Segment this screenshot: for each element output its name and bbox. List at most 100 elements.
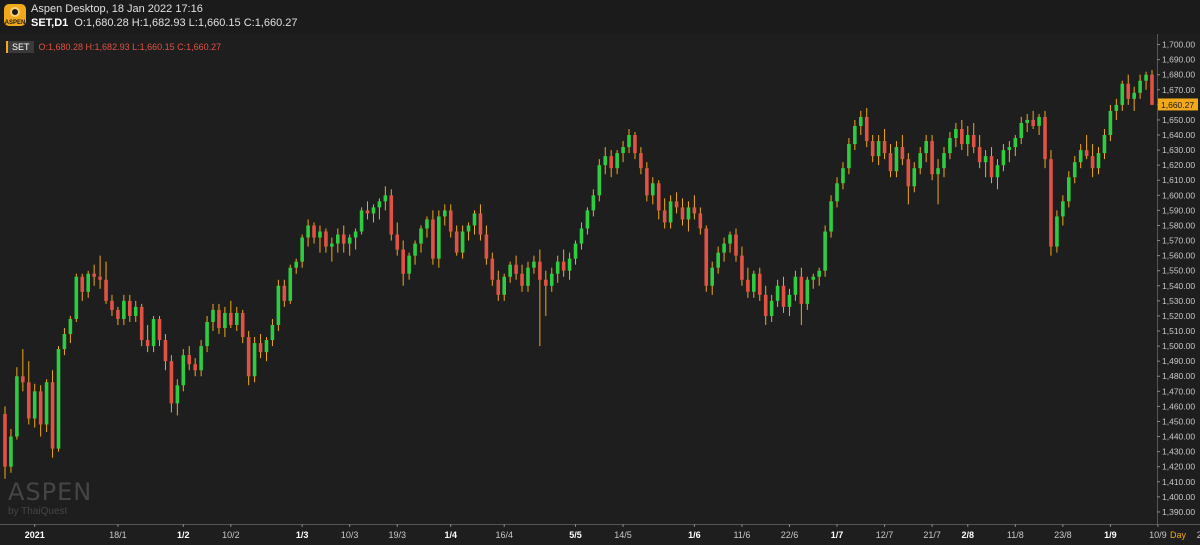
candle-body [151,318,156,347]
header-ohlc: O:1,680.28 H:1,682.93 L:1,660.15 C:1,660… [74,17,298,29]
candle-body [829,201,833,232]
candle-body [508,264,512,277]
candle-body [454,231,459,253]
candle-body [86,273,91,292]
candle-body [347,237,352,244]
candle-body [401,249,405,274]
candle-body [544,279,548,286]
candle-body [223,312,227,328]
last-price-label: 1,660.27 [1161,100,1194,110]
candle-body [407,255,411,274]
candle-body [954,128,958,139]
candle-body [240,312,245,338]
candle-body [282,285,287,301]
candle-body [835,183,839,202]
candle-body [1025,119,1029,123]
candle-body [817,270,821,277]
candle-body [906,159,911,187]
candle-body [1055,216,1059,247]
price-tick-label: 1,450.00 [1162,416,1195,426]
time-tick-label: 2/8 [962,530,975,540]
aspen-logo-icon: ASPEN [4,4,26,26]
candle-body [787,294,792,307]
candle-body [514,264,518,274]
candle-body [918,153,923,169]
candle-body [995,165,1000,178]
candle-body [615,153,619,169]
candle-body [276,285,281,325]
candle-body [597,165,602,196]
candle-body [752,273,756,292]
price-axis[interactable] [1157,34,1200,524]
title-bar: ASPEN Aspen Desktop, 18 Jan 2022 17:16 S… [0,0,1200,35]
candle-body [383,195,388,202]
candle-body [603,156,608,166]
price-tick-label: 1,700.00 [1162,40,1195,50]
candle-body [633,135,637,154]
candle-body [229,312,233,325]
candle-body [264,340,269,353]
candle-body [205,321,209,347]
symbol-timeframe: SET,D1 [31,17,69,29]
candle-body [139,306,144,341]
candle-body [193,364,197,371]
candle-body [716,252,720,268]
candle-body [930,141,934,175]
time-axis[interactable] [0,524,1200,545]
chart-legend: SET O:1,680.28 H:1,682.93 L:1,660.15 C:1… [6,40,221,53]
last-price-tag [1158,98,1198,111]
candle-body [21,376,25,383]
candle-body [234,312,239,325]
candle-body [977,147,982,163]
price-tick-label: 1,620.00 [1162,160,1195,170]
candle-body [1144,74,1148,81]
price-tick-label: 1,650.00 [1162,115,1195,125]
candle-body [133,306,138,316]
candle-body [419,228,423,244]
candle-body [1084,150,1089,157]
candle-body [365,210,370,214]
candle-body [3,413,7,467]
candle-body [324,231,328,247]
candle-body [882,141,887,154]
price-tick-label: 1,570.00 [1162,236,1195,246]
candle-body [104,279,108,301]
candle-body [1031,119,1035,126]
price-tick-label: 1,490.00 [1162,356,1195,366]
price-tick-label: 1,540.00 [1162,281,1195,291]
price-tick-label: 1,630.00 [1162,145,1195,155]
time-tick-label: 2021 [25,530,45,540]
candle-body [128,300,132,316]
candle-body [359,210,364,232]
chart-area[interactable] [0,34,1157,524]
candle-body [900,147,905,160]
price-tick-label: 1,510.00 [1162,326,1195,336]
candle-body [1102,135,1107,154]
candle-body [864,116,869,142]
price-tick-label: 1,470.00 [1162,386,1195,396]
candle-body [567,258,572,271]
time-tick-label: 23/8 [1054,530,1072,540]
time-tick-label: 1/3 [296,530,309,540]
candle-body [971,135,976,148]
candle-body [92,273,96,277]
candle-body [853,125,857,145]
candle-body [841,168,845,184]
candle-body [1013,138,1018,148]
candle-body [960,128,964,145]
price-tick-label: 1,520.00 [1162,311,1195,321]
candle-body [579,228,584,244]
price-tick-label: 1,390.00 [1162,507,1195,517]
candle-body [674,201,679,208]
time-tick-label: 21/9 [1197,530,1200,540]
time-tick-label: 10/9 [1149,530,1167,540]
watermark-logo: ASPEN [8,478,93,506]
candle-body [50,382,55,449]
candle-body [330,243,334,247]
candle-body [56,349,61,449]
candle-body [341,234,346,244]
candle-body [680,207,685,220]
candle-body [983,156,988,163]
price-tick-label: 1,680.00 [1162,70,1195,80]
